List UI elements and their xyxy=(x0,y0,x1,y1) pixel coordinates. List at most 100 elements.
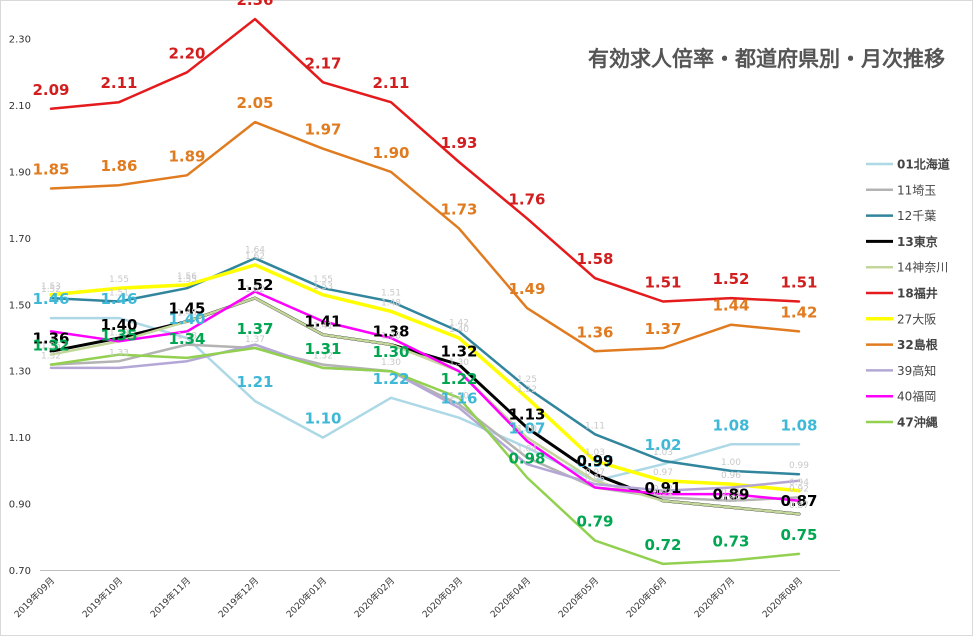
data-label: 1.64 xyxy=(245,245,265,255)
data-label: 1.53 xyxy=(41,282,61,292)
data-label: 1.45 xyxy=(177,308,197,318)
data-label: 1.49 xyxy=(508,280,545,298)
y-tick-label: 1.30 xyxy=(9,367,31,378)
data-label: 1.38 xyxy=(372,323,409,341)
legend-label: 32島根 xyxy=(897,337,938,352)
data-label: 1.38 xyxy=(381,332,401,342)
data-label: 1.90 xyxy=(372,144,409,162)
series-line-14神奈川 xyxy=(49,296,801,516)
data-label: 0.89 xyxy=(721,494,741,504)
data-label: 0.87 xyxy=(780,492,817,510)
y-tick-label: 0.90 xyxy=(9,500,31,511)
legend-item: 27大阪 xyxy=(866,312,936,326)
data-label: 1.30 xyxy=(372,343,409,361)
legend-item: 11埼玉 xyxy=(866,183,936,197)
legend-label: 47沖縄 xyxy=(897,415,938,430)
y-tick-label: 1.50 xyxy=(9,300,31,311)
legend-label: 01北海道 xyxy=(897,157,950,172)
data-label: 1.73 xyxy=(440,200,477,218)
data-label: 0.72 xyxy=(644,536,681,554)
data-label: 0.95 xyxy=(585,474,605,484)
legend-item: 18福井 xyxy=(866,286,938,301)
data-label: 1.30 xyxy=(449,358,469,368)
data-label: 0.75 xyxy=(780,526,817,544)
data-label: 2.20 xyxy=(168,44,205,62)
legend-label: 39高知 xyxy=(897,363,936,378)
data-label: 1.11 xyxy=(585,421,605,431)
legend-label: 14神奈川 xyxy=(897,261,948,275)
data-label: 1.00 xyxy=(721,458,741,468)
data-label: 1.40 xyxy=(100,316,137,334)
data-label: 1.46 xyxy=(32,290,69,308)
data-label: 1.62 xyxy=(245,252,265,262)
data-label: 2.17 xyxy=(304,54,341,72)
data-label: 0.73 xyxy=(712,533,749,551)
data-label: 1.08 xyxy=(780,416,817,434)
legend-item: 39高知 xyxy=(866,363,936,378)
y-tick-label: 2.10 xyxy=(9,101,31,112)
data-label: 1.89 xyxy=(168,147,205,165)
data-label: 1.32 xyxy=(440,343,477,361)
series-line-47沖縄 xyxy=(49,346,801,566)
data-label: 1.41 xyxy=(313,322,333,332)
data-label: 1.52 xyxy=(712,270,749,288)
legend-item: 01北海道 xyxy=(866,157,950,172)
data-label: 1.37 xyxy=(236,320,273,338)
y-tick-label: 1.10 xyxy=(9,433,31,444)
data-label: 1.32 xyxy=(41,352,61,362)
series-line-39高知 xyxy=(49,343,801,493)
data-label: 1.76 xyxy=(508,190,545,208)
data-label: 1.39 xyxy=(109,328,129,338)
data-label: 1.93 xyxy=(440,134,477,152)
data-label: 1.44 xyxy=(712,297,749,315)
data-label: 1.41 xyxy=(304,313,341,331)
data-label: 1.10 xyxy=(517,425,537,435)
series-line-01北海道 xyxy=(49,316,801,483)
data-label: 1.53 xyxy=(313,282,333,292)
data-label: 2.11 xyxy=(372,74,409,92)
data-label: 1.03 xyxy=(653,448,673,458)
data-label: 1.22 xyxy=(440,370,477,388)
data-label: 0.97 xyxy=(653,468,673,478)
data-label: 1.36 xyxy=(576,323,613,341)
series-lines xyxy=(49,17,801,566)
data-label: 1.51 xyxy=(381,288,401,298)
data-label: 0.97 xyxy=(576,453,613,471)
data-label: 1.51 xyxy=(780,273,817,291)
data-label: 2.05 xyxy=(236,94,273,112)
data-label: 1.20 xyxy=(449,391,469,401)
data-label: 0.92 xyxy=(653,484,673,494)
data-label: 0.79 xyxy=(576,513,613,531)
legend-label: 18福井 xyxy=(897,286,938,301)
data-labels: 1.46 1.46 1.40 1.21 1.10 1.22 1.16 1.07 0.97 1.02… xyxy=(32,0,817,554)
data-label: 1.34 xyxy=(168,330,205,348)
legend: 01北海道 11埼玉 12千葉 13東京 14神奈川 18福井 27大阪 32島根 39高知 40… xyxy=(866,157,950,430)
legend-item: 13東京 xyxy=(866,234,938,249)
data-label: 1.42 xyxy=(780,303,817,321)
data-label: 1.51 xyxy=(109,288,129,298)
data-label: 0.89 xyxy=(712,485,749,503)
data-label: 1.32 xyxy=(32,337,69,355)
y-tick-label: 2.30 xyxy=(9,35,31,46)
data-label: 0.87 xyxy=(789,501,809,511)
data-label: 0.96 xyxy=(721,471,741,481)
data-label: 1.21 xyxy=(236,373,273,391)
data-label: 1.56 xyxy=(177,272,197,282)
data-label: 1.40 xyxy=(449,325,469,335)
data-label: 1.22 xyxy=(517,385,537,395)
legend-label: 12千葉 xyxy=(897,209,936,223)
data-label: 1.58 xyxy=(576,250,613,268)
data-label: 2.11 xyxy=(100,74,137,92)
data-label: 1.45 xyxy=(168,299,205,317)
data-label: 1.51 xyxy=(644,273,681,291)
legend-label: 27大阪 xyxy=(897,312,936,326)
data-label: 2.36 xyxy=(236,0,273,9)
data-label: 1.37 xyxy=(644,320,681,338)
data-label: 1.22 xyxy=(372,370,409,388)
data-label: 1.35 xyxy=(100,327,137,345)
data-label: 1.03 xyxy=(585,448,605,458)
data-label: 1.52 xyxy=(41,285,61,295)
data-label: 0.92 xyxy=(789,484,809,494)
data-label: 1.04 xyxy=(517,445,537,455)
